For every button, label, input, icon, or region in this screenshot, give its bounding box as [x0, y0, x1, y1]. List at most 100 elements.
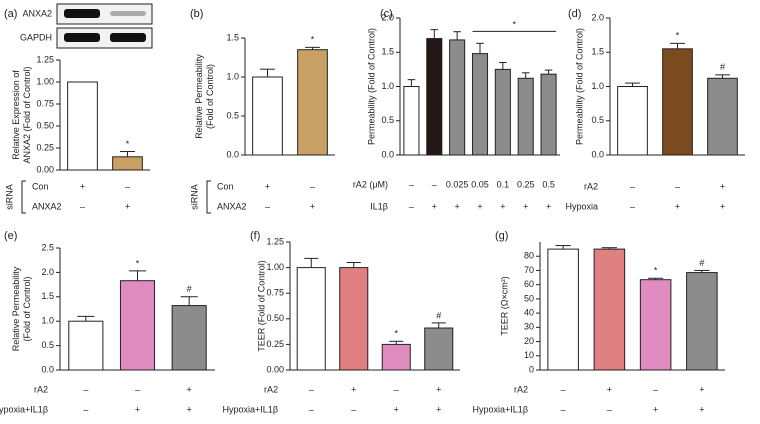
bar: [252, 76, 283, 156]
row-mark: 0.025: [446, 179, 469, 189]
row-mark: +: [135, 404, 140, 414]
significance-label: *: [394, 329, 398, 339]
y-axis-label: (Fold of Control): [205, 64, 215, 129]
panel: (e) Relative Permeability (Fold of Control…: [0, 230, 215, 414]
significance-label: *: [126, 139, 130, 149]
y-tick-label: 1.25: [266, 236, 284, 246]
blot-band: [64, 33, 100, 42]
panel-label: (d): [568, 8, 581, 20]
bar: [339, 267, 369, 371]
y-tick-label: 2.5: [41, 242, 54, 252]
bar: [112, 156, 143, 171]
significance-label: #: [187, 284, 192, 294]
y-tick-label: 0.00: [266, 364, 284, 374]
y-tick-label: 1.0: [41, 316, 54, 326]
row-mark: +: [436, 404, 441, 414]
bar: [471, 53, 489, 156]
significance-label: *: [513, 20, 517, 30]
row-mark: +: [720, 201, 725, 211]
row-mark: +: [675, 201, 680, 211]
row-mark: 0.5: [542, 179, 555, 189]
bar: [593, 248, 626, 371]
y-tick-label: 0.25: [266, 339, 284, 349]
bar: [686, 272, 718, 371]
bar: [381, 343, 411, 371]
y-tick-label: 0.50: [36, 120, 54, 130]
row-label: rA2: [264, 384, 278, 394]
bar: [424, 327, 454, 371]
row-label: rA2: [34, 384, 48, 394]
y-tick-label: 1.0: [591, 81, 604, 91]
significance-label: #: [436, 310, 441, 320]
y-tick-label: 1.0: [226, 71, 239, 81]
blot-label: GAPDH: [20, 32, 52, 42]
row-mark: +: [477, 201, 482, 211]
bar: [662, 48, 693, 156]
bar: [119, 280, 156, 371]
y-tick-label: 10: [524, 350, 534, 360]
y-tick-label: 2.0: [591, 12, 604, 22]
y-axis-label: ANXA2 (Fold of Control): [22, 66, 32, 163]
bar: [297, 49, 328, 156]
row-mark: –: [351, 404, 356, 414]
row-label: rA2: [584, 181, 598, 191]
bar: [403, 86, 420, 156]
row-mark: –: [309, 404, 314, 414]
blot-band: [110, 11, 146, 16]
panel: (d) Permeability (Fold of Control) 0.0 0.5 1…: [565, 8, 745, 211]
y-tick-label: 0: [529, 364, 534, 374]
row-mark: –: [265, 201, 270, 211]
bar: [426, 38, 443, 156]
row-mark: +: [432, 201, 437, 211]
row-mark: +: [310, 201, 315, 211]
y-tick-label: 50: [524, 293, 534, 303]
significance-label: *: [654, 266, 658, 276]
row-mark: +: [546, 201, 551, 211]
y-tick-label: 0.5: [41, 340, 54, 350]
row-mark: –: [309, 384, 314, 394]
y-tick-label: 0.5: [226, 110, 239, 120]
bar: [171, 305, 207, 371]
y-axis-label: (Fold of Control): [22, 276, 32, 341]
y-tick-label: 1.00: [36, 76, 54, 86]
y-tick-label: 1.5: [591, 47, 604, 57]
row-label: rA2: [514, 384, 528, 394]
row-mark: +: [699, 404, 704, 414]
y-tick-label: 80: [524, 251, 534, 261]
blot-band: [64, 9, 100, 18]
row-mark: +: [80, 181, 85, 191]
row-mark: –: [675, 181, 680, 191]
panel-label: (e): [4, 230, 17, 242]
y-tick-label: 70: [524, 265, 534, 275]
y-tick-label: 60: [524, 279, 534, 289]
panel: (f) TEER (Fold of Control) 0.00 0.25 0.50 0.7…: [223, 230, 460, 414]
y-tick-label: 0.0: [41, 364, 54, 374]
y-tick-label: 0.0: [591, 149, 604, 159]
panel: (g) TEER (Ω×cm²) 0 10 20 30 40 50 60 70 80 * # rA2 – + –…: [473, 230, 725, 414]
row-mark: 0.05: [471, 179, 489, 189]
row-mark: +: [187, 384, 192, 394]
row-mark: –: [630, 181, 635, 191]
row-mark: 0.25: [517, 179, 535, 189]
panel: (a) Relative Expression of ANXA2 (Fold of …: [4, 3, 153, 214]
bar: [540, 73, 557, 156]
panel-label: (f): [250, 230, 260, 242]
panel-label: (a): [4, 8, 17, 20]
y-tick-label: 40: [524, 307, 534, 317]
row-mark: +: [125, 201, 130, 211]
significance-label: *: [676, 31, 680, 41]
row-mark: 0.1: [497, 179, 510, 189]
row-label: ANXA2: [217, 201, 247, 211]
y-axis-label: Relative Permeability: [11, 266, 21, 351]
row-mark: +: [455, 201, 460, 211]
y-tick-label: 0.5: [591, 115, 604, 125]
row-mark: +: [265, 181, 270, 191]
row-mark: +: [436, 384, 441, 394]
row-label: Hypoxia: [565, 201, 598, 211]
panel: (c) Permeability (Fold of Control) 0.0 0.5 1…: [353, 8, 560, 211]
row-mark: –: [653, 384, 658, 394]
row-label: Hypoxia+IL1β: [0, 404, 48, 414]
row-mark: +: [699, 384, 704, 394]
group-label: siRNA: [4, 184, 14, 210]
